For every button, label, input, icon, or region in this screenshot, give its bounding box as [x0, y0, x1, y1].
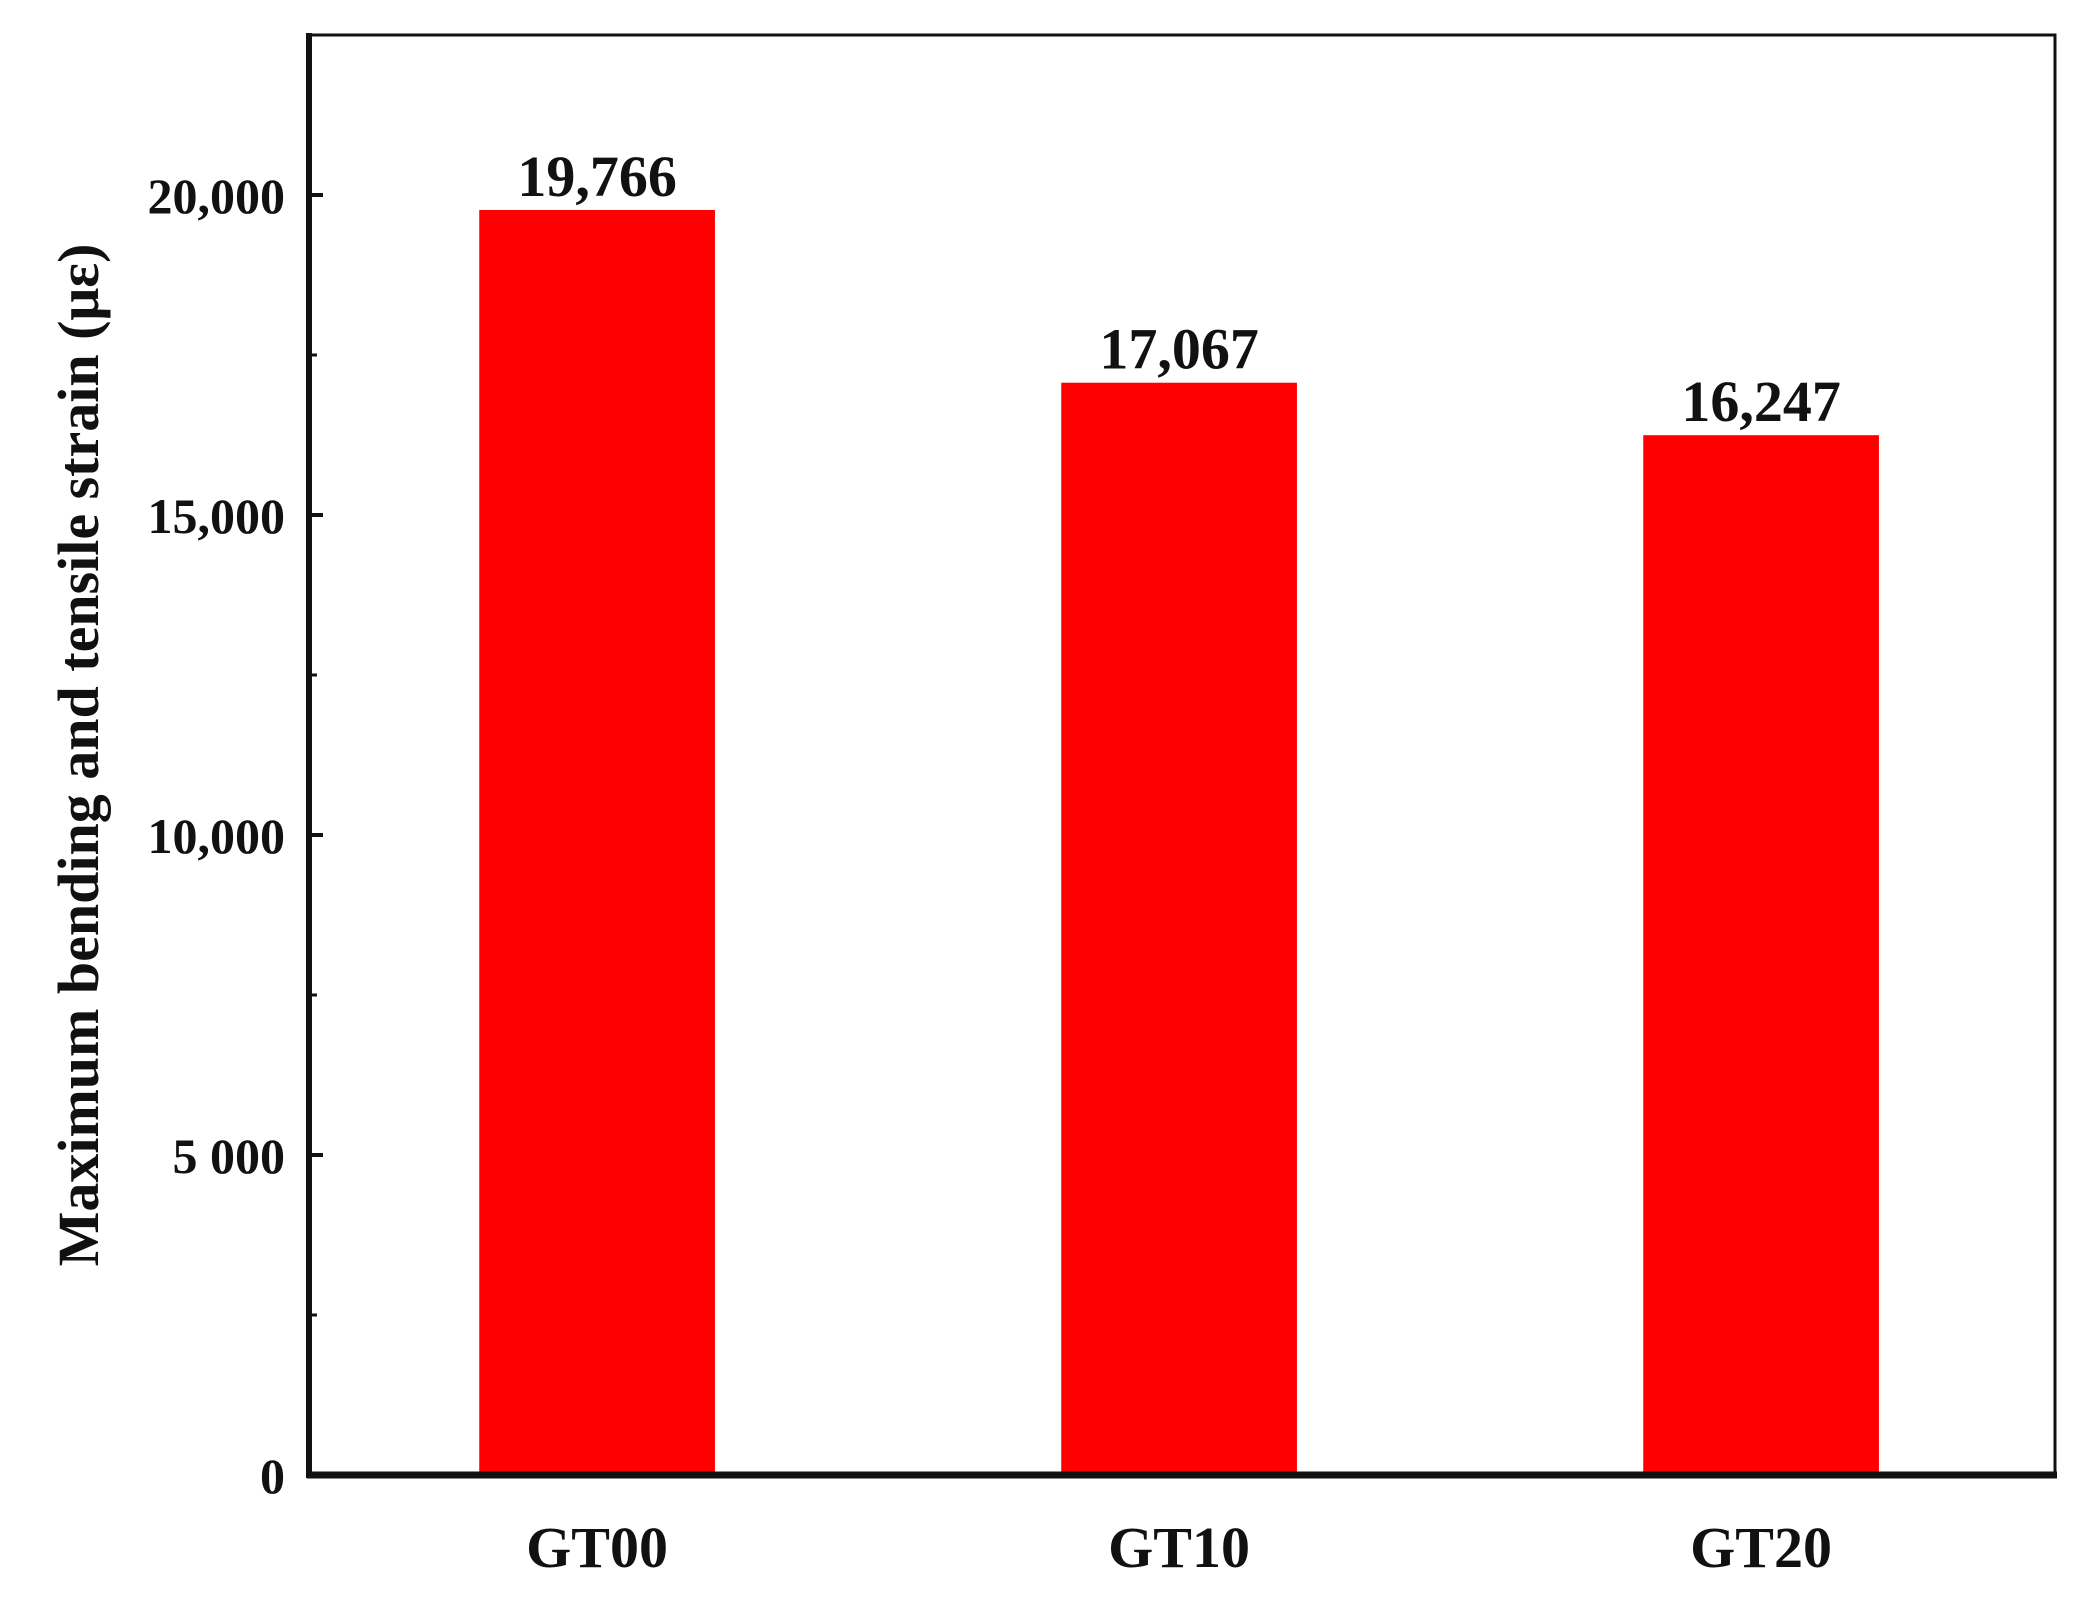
bar-value-label: 19,766: [517, 144, 677, 209]
bar-value-label: 17,067: [1099, 317, 1259, 382]
bar-gt00: [479, 209, 715, 1476]
bar-gt20: [1643, 435, 1879, 1475]
bar-value-label: 16,247: [1681, 369, 1841, 434]
y-tick-label: 20,000: [148, 168, 286, 224]
y-tick-label: 15,000: [148, 488, 286, 544]
y-tick-label: 0: [260, 1448, 285, 1504]
bar-gt10: [1061, 382, 1297, 1475]
x-tick-label: GT00: [526, 1515, 668, 1580]
y-axis-title: Maximum bending and tensile strain (με): [46, 244, 111, 1267]
y-tick-label: 10,000: [148, 808, 286, 864]
x-tick-label: GT20: [1690, 1515, 1832, 1580]
labels-layer: 19,766 GT00 17,067 GT10 16,247 GT20 0 5 000 10,0…: [148, 144, 1841, 1580]
bars-layer: [479, 209, 1879, 1476]
x-tick-label: GT10: [1108, 1515, 1250, 1580]
y-tick-label: 5 000: [173, 1128, 286, 1184]
